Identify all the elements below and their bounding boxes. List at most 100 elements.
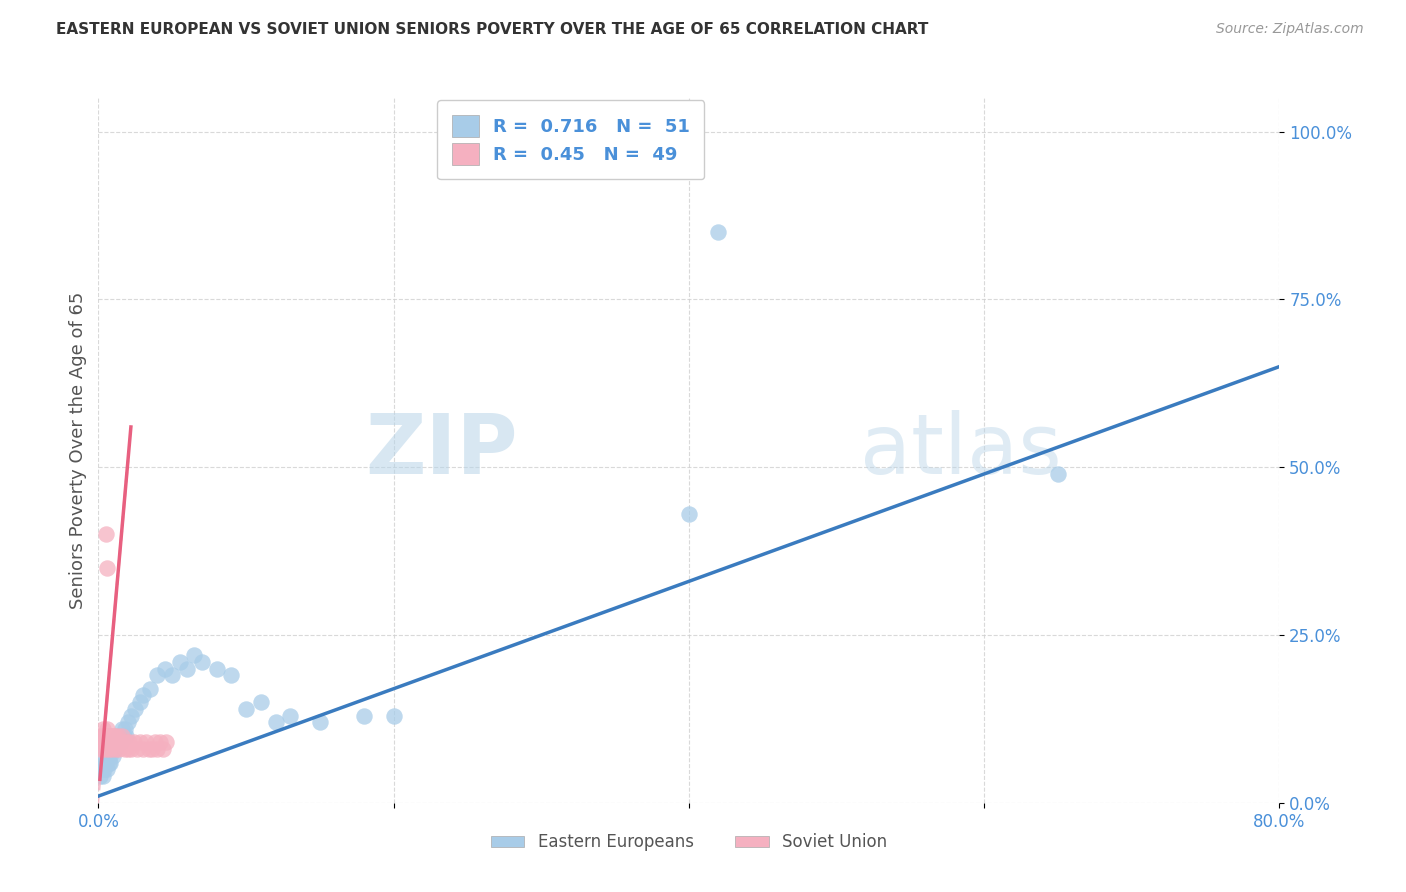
Point xyxy=(98,748,121,763)
Point xyxy=(93,729,115,743)
Y-axis label: Seniors Poverty Over the Age of 65: Seniors Poverty Over the Age of 65 xyxy=(69,292,87,609)
Point xyxy=(105,735,128,749)
Point xyxy=(141,742,163,756)
Point xyxy=(100,742,122,756)
Point xyxy=(94,527,117,541)
Point xyxy=(96,722,118,736)
Point xyxy=(221,668,243,682)
Point xyxy=(149,735,172,749)
Point xyxy=(114,722,136,736)
Point xyxy=(103,735,125,749)
Point xyxy=(93,735,115,749)
Point xyxy=(91,742,114,756)
Point xyxy=(309,715,332,730)
Point xyxy=(91,722,114,736)
Point xyxy=(128,735,150,749)
Point xyxy=(90,735,112,749)
Point xyxy=(115,735,138,749)
Point xyxy=(250,695,273,709)
Point xyxy=(110,735,132,749)
Point xyxy=(100,742,122,756)
Point xyxy=(96,561,118,575)
Point xyxy=(117,715,139,730)
Point xyxy=(176,662,198,676)
Legend: Eastern Europeans, Soviet Union: Eastern Europeans, Soviet Union xyxy=(484,827,894,858)
Point xyxy=(114,742,136,756)
Point xyxy=(153,662,176,676)
Point xyxy=(103,735,125,749)
Point xyxy=(143,735,166,749)
Point xyxy=(91,769,114,783)
Point xyxy=(169,655,191,669)
Point xyxy=(89,769,111,783)
Point xyxy=(91,756,114,770)
Point xyxy=(146,668,169,682)
Point xyxy=(205,662,228,676)
Point xyxy=(104,735,127,749)
Point xyxy=(94,742,117,756)
Point xyxy=(107,729,129,743)
Point xyxy=(152,742,174,756)
Point xyxy=(105,742,128,756)
Point xyxy=(94,729,117,743)
Point xyxy=(382,708,405,723)
Point xyxy=(235,702,257,716)
Point xyxy=(108,729,131,743)
Point xyxy=(191,655,214,669)
Point xyxy=(117,742,139,756)
Point xyxy=(155,735,177,749)
Point xyxy=(107,729,129,743)
Point xyxy=(162,668,183,682)
Point xyxy=(107,735,129,749)
Point xyxy=(125,742,148,756)
Point xyxy=(93,748,115,763)
Point xyxy=(146,742,169,756)
Point xyxy=(112,735,135,749)
Point xyxy=(98,756,121,770)
Point xyxy=(128,695,150,709)
Point xyxy=(94,742,117,756)
Text: EASTERN EUROPEAN VS SOVIET UNION SENIORS POVERTY OVER THE AGE OF 65 CORRELATION : EASTERN EUROPEAN VS SOVIET UNION SENIORS… xyxy=(56,22,928,37)
Point xyxy=(104,742,127,756)
Point xyxy=(110,735,132,749)
Point xyxy=(97,742,120,756)
Point xyxy=(138,742,160,756)
Text: atlas: atlas xyxy=(860,410,1062,491)
Point xyxy=(103,729,125,743)
Text: ZIP: ZIP xyxy=(366,410,517,491)
Point xyxy=(96,735,118,749)
Point xyxy=(98,735,121,749)
Point xyxy=(118,735,141,749)
Point xyxy=(97,729,120,743)
Point xyxy=(122,735,145,749)
Point xyxy=(678,507,700,521)
Point xyxy=(353,708,375,723)
Point xyxy=(135,735,157,749)
Point xyxy=(96,748,118,763)
Point xyxy=(111,722,134,736)
Point xyxy=(264,715,287,730)
Point xyxy=(132,689,155,703)
Point xyxy=(280,708,302,723)
Point xyxy=(97,756,120,770)
Point xyxy=(139,681,162,696)
Point xyxy=(120,708,142,723)
Point xyxy=(100,729,122,743)
Point xyxy=(132,742,155,756)
Point xyxy=(97,735,120,749)
Point xyxy=(115,729,138,743)
Point xyxy=(707,225,730,239)
Point xyxy=(112,729,135,743)
Point xyxy=(90,729,112,743)
Point xyxy=(120,742,142,756)
Point xyxy=(90,762,112,776)
Point xyxy=(103,748,125,763)
Point xyxy=(108,742,131,756)
Point xyxy=(124,702,146,716)
Point xyxy=(111,729,134,743)
Point xyxy=(93,762,115,776)
Point xyxy=(94,756,117,770)
Point xyxy=(89,742,111,756)
Point xyxy=(104,729,127,743)
Point xyxy=(98,729,121,743)
